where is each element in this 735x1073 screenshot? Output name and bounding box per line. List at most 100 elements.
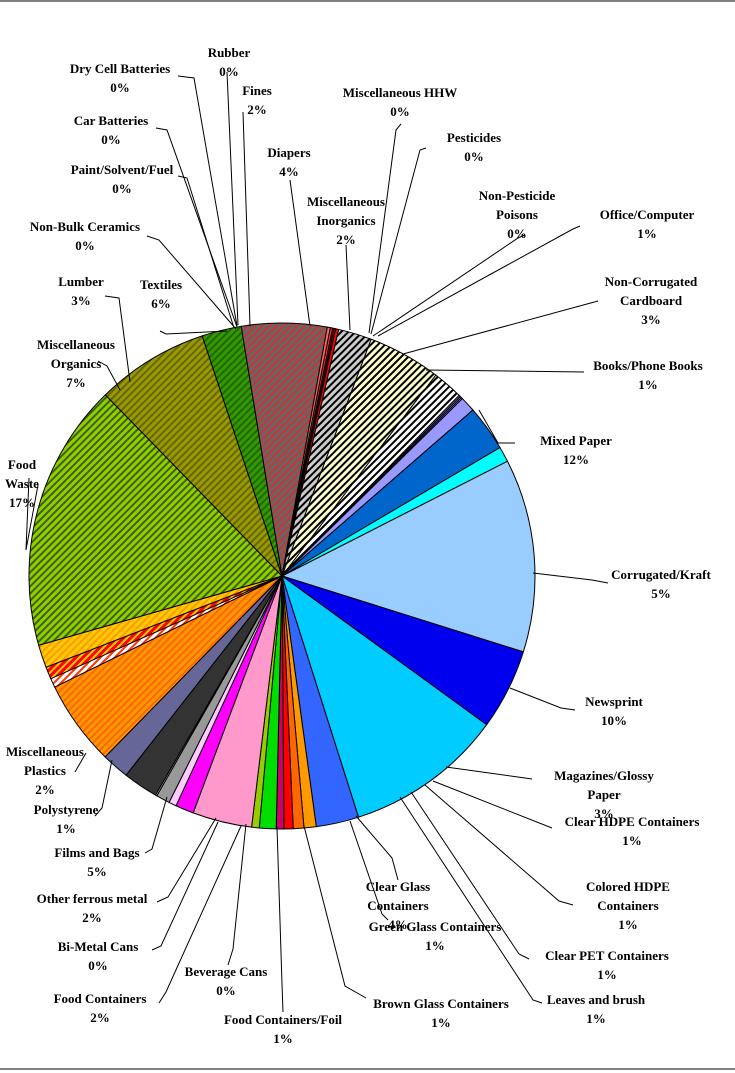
slice-label-food-containers-foil-36: Food Containers/Foil 1% <box>224 1012 342 1046</box>
slice-label-newsprint-20: Newsprint 10% <box>585 694 643 728</box>
leader-line-4 <box>155 127 238 328</box>
slice-label-line: Diapers <box>267 145 310 160</box>
slice-label-line: 1% <box>56 821 76 836</box>
slice-label-miscellaneous-8: Miscellaneous Inorganics 2% <box>307 194 385 247</box>
slice-label-beverage-cans-32: Beverage Cans 0% <box>185 964 268 998</box>
leader-line-19 <box>532 572 609 584</box>
slice-label-rubber-0: Rubber 0% <box>208 45 251 79</box>
slice-label-line: 2% <box>247 102 267 117</box>
leader-line-29 <box>349 820 389 921</box>
slice-label-line: 0% <box>110 80 130 95</box>
slice-label-line: Clear HDPE Containers <box>565 814 700 829</box>
slice-label-fines-2: Fines 2% <box>242 83 272 117</box>
slice-label-non-bulk-ceramics-11: Non-Bulk Ceramics 0% <box>30 219 140 253</box>
slice-label-line: 0% <box>112 181 132 196</box>
slice-miscellaneous-organics-22 <box>104 335 283 577</box>
slice-label-paint-solvent-fuel-7: Paint/Solvent/Fuel 0% <box>71 162 174 196</box>
slice-label-books-phone-books-16: Books/Phone Books 1% <box>593 358 702 392</box>
pie-slices <box>28 322 536 830</box>
leader-line-28 <box>156 817 217 903</box>
slice-label-magazines-glossy-22: Magazines/Glossy Paper 3% <box>554 768 654 821</box>
slice-label-line: 5% <box>87 864 107 879</box>
slice-label-line: Organics <box>51 356 102 371</box>
slice-label-non-corrugated-12: Non-Corrugated Cardboard 3% <box>605 274 698 327</box>
slice-label-line: 3% <box>71 293 91 308</box>
slice-label-line: 0% <box>390 104 410 119</box>
slice-label-line: Waste <box>5 476 39 491</box>
slice-label-line: 1% <box>431 1015 451 1030</box>
slice-label-line: 17% <box>9 495 35 510</box>
leader-line-16 <box>425 369 585 373</box>
slice-label-mixed-paper-17: Mixed Paper 12% <box>540 433 612 467</box>
leader-line-22 <box>445 766 533 780</box>
slice-label-line: Car Batteries <box>74 113 148 128</box>
slice-label-line: Food Containers/Foil <box>224 1012 342 1027</box>
slice-label-miscellaneous-21: Miscellaneous Plastics 2% <box>6 744 84 797</box>
slice-label-line: Poisons <box>496 207 538 222</box>
slice-label-line: Containers <box>597 898 658 913</box>
slice-label-line: Paper <box>587 787 620 802</box>
slice-label-line: 6% <box>151 296 171 311</box>
slice-label-line: 5% <box>651 586 671 601</box>
leader-line-5 <box>370 147 427 335</box>
slice-label-line: Fines <box>242 83 272 98</box>
slice-label-diapers-6: Diapers 4% <box>267 145 310 179</box>
slice-label-line: Rubber <box>208 45 251 60</box>
leader-line-11 <box>146 235 237 330</box>
slice-label-pesticides-5: Pesticides 0% <box>447 130 501 164</box>
slice-label-miscellaneous-15: Miscellaneous Organics 7% <box>37 337 115 390</box>
leader-line-26 <box>424 784 574 906</box>
slice-label-line: Bi-Metal Cans <box>58 939 139 954</box>
leader-line-33 <box>158 825 242 1004</box>
slice-label-line: Films and Bags <box>54 845 139 860</box>
slice-newsprint-2 <box>281 574 488 818</box>
slice-label-line: Food <box>8 457 37 472</box>
slice-label-line: Brown Glass Containers <box>373 996 509 1011</box>
slice-label-clear-glass-27: Clear Glass Containers 4% <box>366 879 430 932</box>
slice-mixed-paper-0 <box>280 460 536 653</box>
slice-label-line: 7% <box>66 375 86 390</box>
leader-line-32 <box>227 823 247 966</box>
leader-lines <box>25 71 609 1013</box>
slice-label-line: Miscellaneous <box>307 194 385 209</box>
leader-line-23 <box>94 759 113 817</box>
leader-line-36 <box>276 826 284 1013</box>
slice-label-line: Non-Corrugated <box>605 274 698 289</box>
slice-label-line: Cardboard <box>620 293 683 308</box>
slice-label-line: Non-Pesticide <box>479 188 556 203</box>
leader-line-24 <box>432 780 553 829</box>
leader-line-25 <box>144 796 168 854</box>
slice-label-line: Colored HDPE <box>586 879 670 894</box>
leader-line-20 <box>509 687 576 711</box>
slice-label-line: 1% <box>622 833 642 848</box>
leader-line-34 <box>399 796 543 1004</box>
slice-label-line: Miscellaneous <box>37 337 115 352</box>
slice-label-brown-glass-containers-35: Brown Glass Containers 1% <box>373 996 509 1030</box>
slice-label-line: 2% <box>35 782 55 797</box>
slice-label-bi-metal-cans-30: Bi-Metal Cans 0% <box>58 939 139 973</box>
slice-label-line: Green Glass Containers <box>369 919 502 934</box>
slice-label-dry-cell-batteries-1: Dry Cell Batteries 0% <box>70 61 170 95</box>
slice-label-line: 1% <box>638 377 658 392</box>
slice-label-line: Dry Cell Batteries <box>70 61 170 76</box>
slice-label-lumber-13: Lumber 3% <box>58 274 104 308</box>
slice-label-line: 1% <box>586 1011 606 1026</box>
slice-label-line: Paint/Solvent/Fuel <box>71 162 174 177</box>
leader-line-1 <box>177 75 238 327</box>
slice-label-line: 0% <box>75 238 95 253</box>
slice-label-line: 4% <box>388 917 408 932</box>
slice-label-films-and-bags-25: Films and Bags 5% <box>54 845 139 879</box>
slice-label-miscellaneous-hhw-3: Miscellaneous HHW 0% <box>343 85 457 119</box>
slice-label-line: Books/Phone Books <box>593 358 702 373</box>
slice-label-line: 1% <box>618 917 638 932</box>
leader-line-0 <box>226 71 239 326</box>
slice-books-phone-books-38 <box>281 446 509 577</box>
slice-label-line: Leaves and brush <box>547 992 646 1007</box>
slice-label-line: Office/Computer <box>600 207 695 222</box>
slice-label-line: 0% <box>507 226 527 241</box>
slice-label-line: 0% <box>464 149 484 164</box>
leader-line-18 <box>25 477 39 551</box>
slice-label-colored-hdpe-26: Colored HDPE Containers 1% <box>586 879 670 932</box>
slice-label-line: Polystyrene <box>34 802 99 817</box>
